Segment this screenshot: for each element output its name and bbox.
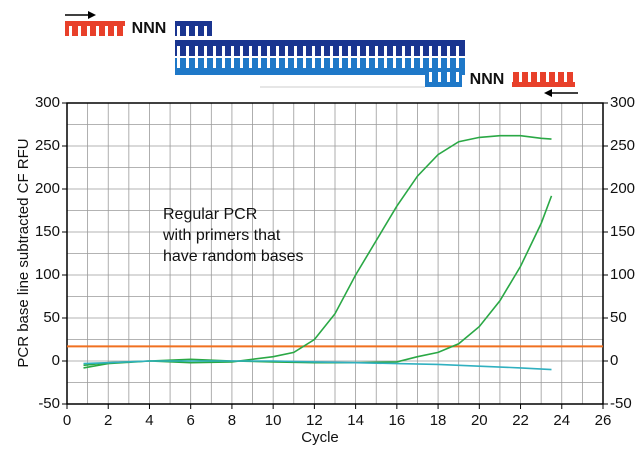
y2-tick-label: -50 (610, 395, 632, 412)
nnn-label: NNN (132, 20, 167, 37)
primer-diagram: NNN NNN (65, 11, 578, 97)
y-axis-label: PCR base line subtracted CF RFU (15, 138, 32, 367)
x-tick-label: 4 (145, 412, 153, 429)
y2-tick-label: 150 (610, 223, 635, 240)
y-tick-label: 0 (52, 352, 60, 369)
chart: NNN NNN Cycle PCR base line subtracted C… (0, 0, 642, 451)
y-tick-label: 100 (35, 266, 60, 283)
y2-tick-label: 250 (610, 137, 635, 154)
y2-tick-label: 50 (610, 309, 627, 326)
x-tick-label: 22 (512, 412, 529, 429)
y-tick-label: 300 (35, 94, 60, 111)
y-tick-label: 250 (35, 137, 60, 154)
y-tick-label: -50 (38, 395, 60, 412)
series-line (84, 196, 552, 368)
x-tick-label: 18 (430, 412, 447, 429)
x-tick-label: 26 (595, 412, 612, 429)
nnn-label: NNN (470, 71, 505, 88)
x-tick-label: 16 (389, 412, 406, 429)
y2-tick-label: 300 (610, 94, 635, 111)
y2-tick-label: 200 (610, 180, 635, 197)
y2-tick-label: 100 (610, 266, 635, 283)
x-tick-label: 0 (63, 412, 71, 429)
x-axis-label: Cycle (301, 429, 339, 446)
x-tick-label: 14 (347, 412, 364, 429)
annotation: with primers that (162, 227, 281, 244)
x-tick-label: 12 (306, 412, 323, 429)
y2-tick-label: 0 (610, 352, 618, 369)
annotation: have random bases (163, 248, 304, 265)
y-tick-label: 150 (35, 223, 60, 240)
x-tick-label: 24 (553, 412, 570, 429)
x-tick-label: 6 (187, 412, 195, 429)
annotation: Regular PCR (163, 206, 257, 223)
series-line (84, 361, 552, 370)
x-tick-label: 10 (265, 412, 282, 429)
series-line (84, 136, 552, 366)
x-tick-label: 20 (471, 412, 488, 429)
x-tick-label: 8 (228, 412, 236, 429)
y-tick-label: 200 (35, 180, 60, 197)
y-tick-label: 50 (43, 309, 60, 326)
x-tick-label: 2 (104, 412, 112, 429)
